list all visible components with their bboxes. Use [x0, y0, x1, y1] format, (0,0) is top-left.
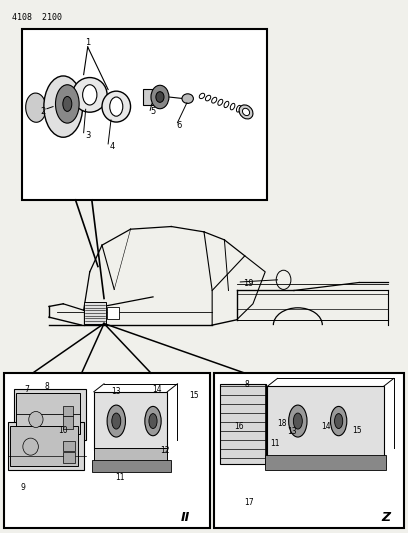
Ellipse shape — [293, 413, 302, 429]
Bar — [63, 441, 75, 451]
Text: 9: 9 — [20, 483, 25, 492]
Ellipse shape — [182, 94, 193, 103]
Bar — [63, 452, 75, 463]
Ellipse shape — [110, 97, 123, 116]
Text: 14: 14 — [152, 385, 162, 393]
Text: 13: 13 — [287, 427, 297, 436]
Ellipse shape — [26, 93, 46, 122]
Bar — [16, 393, 80, 434]
Ellipse shape — [44, 76, 82, 137]
Bar — [143, 89, 160, 105]
Ellipse shape — [73, 78, 107, 112]
Ellipse shape — [288, 405, 307, 437]
Bar — [84, 302, 106, 324]
Ellipse shape — [112, 413, 121, 429]
Text: 19: 19 — [243, 279, 253, 288]
Text: Z: Z — [381, 511, 390, 523]
Bar — [220, 384, 266, 464]
Text: 11: 11 — [115, 473, 125, 481]
Text: 5: 5 — [151, 108, 155, 116]
Ellipse shape — [149, 414, 157, 429]
Ellipse shape — [29, 411, 43, 427]
Bar — [94, 448, 167, 464]
Bar — [107, 307, 119, 319]
Ellipse shape — [145, 406, 161, 436]
Ellipse shape — [82, 85, 97, 105]
Bar — [4, 373, 210, 528]
Bar — [267, 386, 384, 456]
Text: 7: 7 — [24, 385, 29, 393]
Ellipse shape — [55, 85, 79, 123]
Ellipse shape — [242, 108, 250, 116]
Text: 6: 6 — [177, 121, 182, 130]
Text: 11: 11 — [271, 439, 280, 448]
Text: 10: 10 — [58, 426, 68, 435]
Bar — [63, 416, 73, 429]
Bar — [22, 29, 267, 200]
Ellipse shape — [330, 406, 347, 436]
Bar — [92, 460, 171, 472]
Ellipse shape — [23, 438, 38, 455]
Text: 13: 13 — [111, 387, 121, 396]
Text: II: II — [181, 511, 190, 523]
Bar — [265, 455, 386, 470]
Ellipse shape — [102, 91, 131, 122]
Text: 8: 8 — [44, 382, 49, 391]
Ellipse shape — [239, 105, 253, 119]
Text: 18: 18 — [277, 419, 286, 428]
Text: 2: 2 — [40, 108, 45, 116]
Bar — [63, 406, 73, 416]
Text: 16: 16 — [235, 422, 244, 431]
Text: 4: 4 — [110, 142, 115, 151]
Circle shape — [151, 85, 169, 109]
Bar — [214, 373, 404, 528]
Text: 14: 14 — [322, 422, 331, 431]
Text: 1: 1 — [85, 38, 90, 47]
Ellipse shape — [107, 405, 125, 437]
Bar — [8, 422, 84, 470]
Text: 3: 3 — [85, 132, 91, 140]
Ellipse shape — [335, 414, 343, 429]
Text: 8: 8 — [244, 381, 249, 389]
Ellipse shape — [63, 96, 72, 111]
Text: 17: 17 — [244, 498, 254, 506]
Circle shape — [156, 92, 164, 102]
Bar — [94, 392, 167, 450]
Text: 12: 12 — [160, 446, 170, 455]
Text: 4108  2100: 4108 2100 — [12, 13, 62, 22]
Bar — [10, 426, 78, 466]
Text: 15: 15 — [189, 391, 199, 400]
Bar — [14, 389, 86, 440]
Text: 15: 15 — [352, 426, 362, 435]
